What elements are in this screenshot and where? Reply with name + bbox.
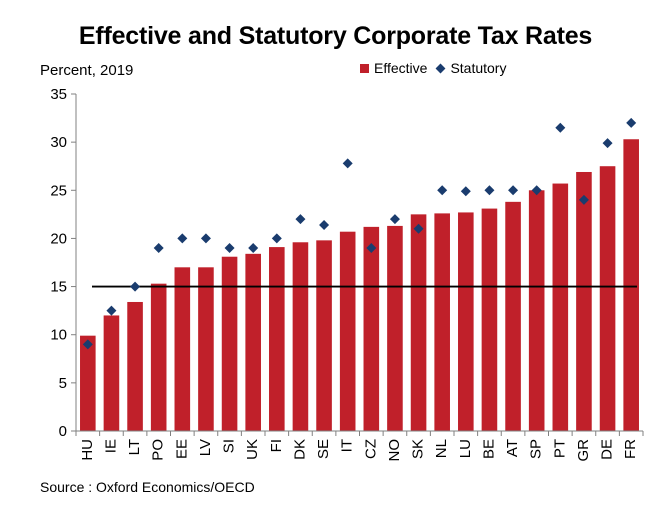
x-tick-label: LT bbox=[126, 439, 143, 455]
bar-effective-CZ bbox=[363, 226, 380, 431]
y-tick-label: 25 bbox=[50, 182, 67, 199]
chart-title: Effective and Statutory Corporate Tax Ra… bbox=[78, 22, 593, 50]
y-tick-label: 0 bbox=[59, 423, 67, 440]
x-tick-label: LV bbox=[197, 439, 214, 456]
marker-statutory-PT bbox=[555, 122, 566, 133]
bar-effective-AT bbox=[505, 201, 521, 431]
marker-statutory-PO bbox=[153, 243, 164, 254]
bar-effective-PT bbox=[552, 183, 569, 431]
bar-effective-SP bbox=[528, 190, 545, 431]
bar-effective-DE bbox=[599, 166, 616, 431]
legend: Effective Statutory bbox=[360, 60, 516, 76]
x-tick-label: DK bbox=[291, 439, 308, 460]
bar-effective-NL bbox=[434, 213, 450, 431]
y-tick-label: 15 bbox=[50, 279, 67, 296]
bar-effective-BE bbox=[481, 208, 498, 431]
bar-effective-IE bbox=[103, 315, 120, 431]
x-tick-label: NO bbox=[386, 439, 403, 462]
x-tick-label: CZ bbox=[362, 439, 379, 459]
bar-effective-SK bbox=[410, 214, 427, 431]
x-tick-label: LU bbox=[457, 439, 474, 458]
x-tick-label: EE bbox=[173, 439, 190, 459]
marker-statutory-IT bbox=[342, 158, 353, 169]
x-tick-label: FR bbox=[622, 439, 639, 459]
bar-effective-FR bbox=[623, 139, 639, 431]
marker-statutory-SK bbox=[413, 223, 424, 234]
y-tick-label: 35 bbox=[50, 86, 67, 103]
bar-effective-DK bbox=[292, 242, 309, 431]
bar-effective-IT bbox=[339, 231, 356, 431]
x-tick-label: SP bbox=[528, 439, 545, 459]
x-tick-label: SI bbox=[221, 439, 238, 453]
marker-statutory-SI bbox=[224, 243, 235, 254]
legend-swatch-effective bbox=[360, 63, 369, 73]
marker-statutory-FR bbox=[626, 117, 637, 128]
legend-item-effective: Effective bbox=[360, 60, 427, 76]
bar-effective-SE bbox=[316, 240, 332, 431]
bar-effective-FI bbox=[269, 247, 285, 431]
x-tick-label: PT bbox=[551, 439, 568, 458]
x-tick-label: AT bbox=[504, 439, 521, 457]
marker-statutory-LT bbox=[130, 281, 141, 292]
x-tick-label: GR bbox=[575, 439, 592, 462]
x-tick-label: IT bbox=[339, 439, 356, 452]
marker-statutory-NO bbox=[389, 214, 400, 225]
marker-statutory-EE bbox=[177, 233, 188, 244]
marker-statutory-DK bbox=[295, 214, 306, 225]
bar-effective-UK bbox=[245, 253, 261, 431]
legend-label-effective: Effective bbox=[374, 60, 428, 76]
marker-statutory-SE bbox=[319, 219, 330, 230]
x-tick-label: HU bbox=[79, 439, 96, 461]
bar-effective-PO bbox=[150, 283, 167, 431]
y-tick-label: 20 bbox=[50, 230, 67, 247]
marker-statutory-FI bbox=[271, 233, 282, 244]
bar-effective-LU bbox=[458, 212, 474, 431]
chart-source: Source : Oxford Economics/OECD bbox=[40, 479, 255, 495]
legend-label-statutory: Statutory bbox=[450, 60, 507, 76]
bar-effective-LT bbox=[127, 301, 143, 431]
x-tick-label: DE bbox=[599, 439, 616, 460]
bar-effective-EE bbox=[174, 267, 191, 431]
marker-statutory-CZ bbox=[366, 243, 377, 254]
marker-statutory-SP bbox=[531, 185, 542, 196]
bar-effective-LV bbox=[198, 267, 214, 431]
marker-statutory-AT bbox=[508, 185, 519, 196]
marker-statutory-NL bbox=[437, 185, 448, 196]
legend-item-statutory: Statutory bbox=[435, 60, 507, 76]
marker-statutory-LV bbox=[200, 233, 211, 244]
marker-statutory-BE bbox=[484, 185, 495, 196]
marker-statutory-UK bbox=[248, 243, 259, 254]
y-tick-label: 5 bbox=[59, 375, 67, 392]
x-tick-label: FI bbox=[268, 439, 285, 452]
x-tick-label: UK bbox=[244, 439, 261, 460]
x-tick-label: SE bbox=[315, 439, 332, 459]
y-tick-label: 30 bbox=[50, 134, 67, 151]
bar-effective-HU bbox=[80, 335, 96, 431]
y-tick-label: 10 bbox=[50, 327, 67, 344]
marker-statutory-HU bbox=[82, 339, 93, 350]
x-tick-label: BE bbox=[480, 439, 497, 459]
marker-statutory-IE bbox=[106, 305, 117, 316]
bar-effective-GR bbox=[576, 171, 592, 432]
chart-subtitle: Percent, 2019 bbox=[40, 62, 134, 79]
marker-statutory-GR bbox=[578, 194, 589, 205]
x-tick-label: NL bbox=[433, 439, 450, 458]
marker-statutory-DE bbox=[602, 138, 613, 149]
x-tick-label: PO bbox=[150, 439, 167, 461]
bar-effective-SI bbox=[221, 256, 238, 431]
x-tick-label: SK bbox=[410, 439, 427, 459]
bar-effective-NO bbox=[387, 225, 403, 431]
marker-statutory-LU bbox=[460, 186, 471, 197]
x-tick-label: IE bbox=[102, 439, 119, 453]
